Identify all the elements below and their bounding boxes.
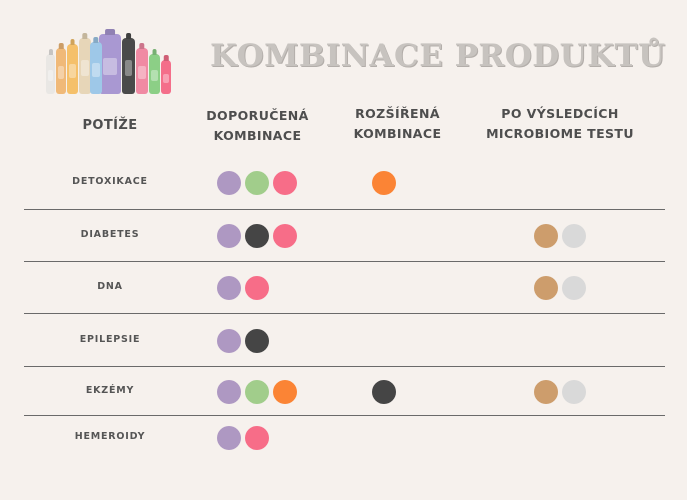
product-dot-purple — [217, 426, 241, 450]
product-dot-pink — [273, 171, 297, 195]
row-label: EKZÉMY — [85, 385, 135, 396]
bottle — [122, 38, 135, 94]
header-extended-line2: KOMBINACE — [353, 126, 442, 141]
header-recommended-line1: DOPORUČENÁ — [206, 108, 309, 123]
row-label: DIABETES — [80, 229, 140, 240]
row-divider — [24, 261, 665, 262]
product-dot-orange — [273, 380, 297, 404]
product-dot-black — [372, 380, 396, 404]
header-issues: POTÍŽE — [40, 116, 180, 136]
product-dot-lightgray — [562, 276, 586, 300]
header-microbiome-line1: PO VÝSLEDCÍCH — [501, 106, 619, 121]
row-label: HEMEROIDY — [74, 431, 146, 442]
row-divider — [24, 366, 665, 367]
product-dot-purple — [217, 276, 241, 300]
bottle — [79, 38, 91, 94]
product-dot-green — [245, 380, 269, 404]
bottle — [67, 44, 78, 94]
product-dot-purple — [217, 380, 241, 404]
product-dot-green — [245, 171, 269, 195]
bottle — [56, 48, 66, 94]
bottle — [90, 42, 102, 94]
bottle — [99, 34, 121, 94]
row-divider — [24, 209, 665, 210]
bottle — [46, 54, 55, 94]
product-dot-pink — [245, 426, 269, 450]
product-dot-lightgray — [562, 224, 586, 248]
product-dot-tan — [534, 380, 558, 404]
product-dot-purple — [217, 171, 241, 195]
product-bottles-image — [44, 30, 174, 94]
row-label: DNA — [97, 281, 123, 292]
header-recommended: DOPORUČENÁ KOMBINACE — [190, 106, 325, 146]
header-issues-label: POTÍŽE — [82, 118, 138, 133]
row-divider — [24, 415, 665, 416]
bottle — [136, 48, 148, 94]
product-dot-tan — [534, 276, 558, 300]
bottle — [149, 54, 160, 94]
row-divider — [24, 313, 665, 314]
page-title: KOMBINACE PRODUKTŮ — [210, 38, 666, 74]
product-dot-lightgray — [562, 380, 586, 404]
product-dot-pink — [245, 276, 269, 300]
bottle — [161, 60, 171, 94]
product-dot-black — [245, 329, 269, 353]
product-dot-orange — [372, 171, 396, 195]
product-dot-pink — [273, 224, 297, 248]
header-microbiome-line2: MICROBIOME TESTU — [486, 126, 634, 141]
row-label: DETOXIKACE — [72, 176, 148, 187]
product-dot-purple — [217, 329, 241, 353]
product-dot-tan — [534, 224, 558, 248]
header-microbiome: PO VÝSLEDCÍCH MICROBIOME TESTU — [470, 104, 650, 144]
product-dot-black — [245, 224, 269, 248]
header-extended-line1: ROZŠÍŘENÁ — [355, 106, 440, 121]
product-dot-purple — [217, 224, 241, 248]
header-recommended-line2: KOMBINACE — [213, 128, 302, 143]
row-label: EPILEPSIE — [79, 334, 141, 345]
header-extended: ROZŠÍŘENÁ KOMBINACE — [330, 104, 465, 144]
